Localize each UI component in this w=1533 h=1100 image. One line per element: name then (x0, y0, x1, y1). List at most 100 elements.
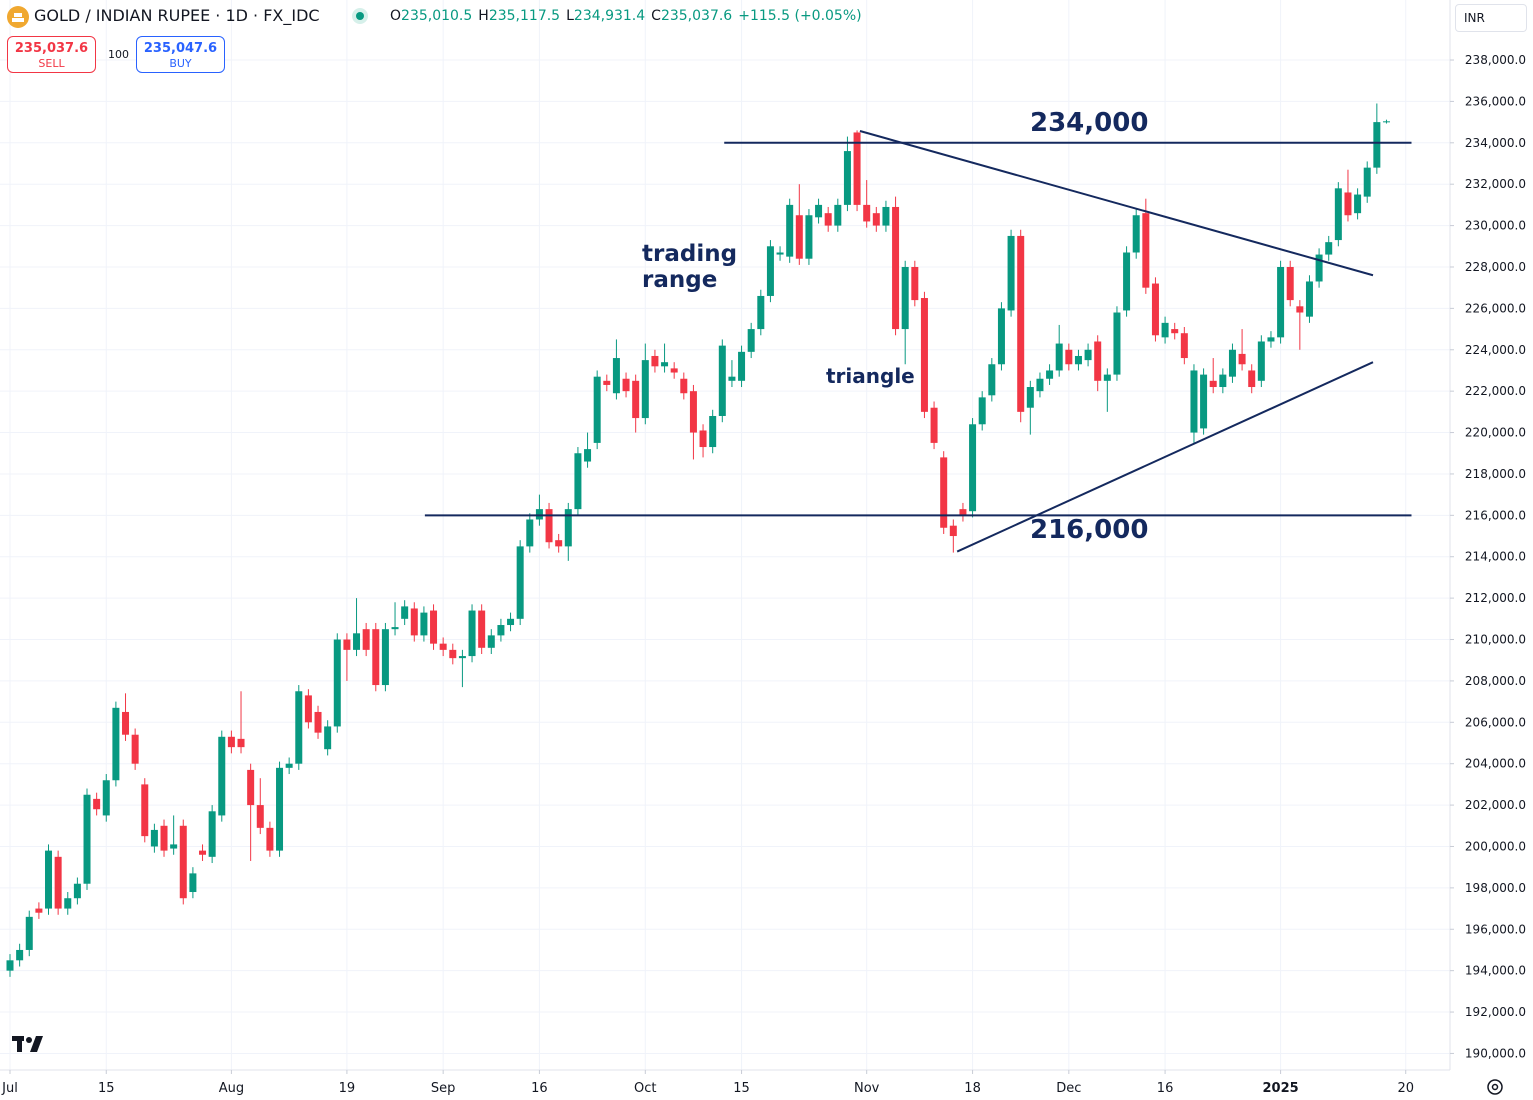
candle-body (266, 827, 274, 851)
candle-body (1200, 374, 1208, 429)
candle-body (815, 204, 823, 218)
candle-body (872, 213, 880, 226)
candle-body (969, 424, 977, 512)
candle-body (1248, 370, 1256, 388)
candle-body (497, 625, 505, 636)
annotation: 234,000 (1030, 108, 1149, 138)
settings-icon[interactable] (1487, 1079, 1503, 1095)
candle-body (362, 629, 370, 650)
y-tick-label: 208,000.0 (1465, 674, 1526, 688)
candle-body (1315, 254, 1323, 282)
candle-body (824, 213, 832, 226)
candle-body (1132, 215, 1140, 253)
candle-body (478, 610, 486, 648)
y-tick-label: 200,000.0 (1465, 839, 1526, 853)
candle-body (1296, 306, 1304, 313)
candle-body (1382, 121, 1390, 123)
ohlc-value: 234,931.4 (573, 8, 646, 24)
candle-body (738, 351, 746, 381)
y-tick-label: 226,000.0 (1465, 301, 1526, 315)
candle-body (901, 266, 909, 330)
y-tick-label: 228,000.0 (1465, 260, 1526, 274)
sell-button[interactable]: 235,037.6 SELL (7, 36, 96, 73)
candle-body (1219, 374, 1227, 388)
candle-body (1325, 242, 1333, 255)
candle-body (709, 415, 717, 448)
candle-body (1334, 188, 1342, 241)
candle-body (526, 519, 534, 547)
candle-body (641, 360, 649, 419)
candle-body (1228, 349, 1236, 377)
candle-body (227, 736, 235, 748)
sell-label: SELL (38, 57, 65, 70)
x-tick-label: Sep (431, 1081, 456, 1096)
candle-body (237, 738, 245, 748)
y-tick-label: 232,000.0 (1465, 177, 1526, 191)
y-tick-label: 224,000.0 (1465, 343, 1526, 357)
candle-body (1354, 194, 1362, 214)
y-tick-label: 230,000.0 (1465, 219, 1526, 233)
candle-body (141, 784, 149, 837)
candle-body (381, 629, 389, 686)
ohlc-label: H (478, 8, 489, 24)
y-tick-label: 234,000.0 (1465, 136, 1526, 150)
buy-label: BUY (169, 57, 192, 70)
candle-body (805, 215, 813, 259)
currency: INR (1464, 11, 1485, 25)
candle-body (1074, 355, 1082, 365)
candle-body (1305, 281, 1313, 317)
candle-body (622, 378, 630, 392)
candle-body (83, 794, 91, 884)
y-tick-label: 238,000.0 (1465, 53, 1526, 67)
candle-body (988, 364, 996, 396)
candle-body (603, 380, 611, 385)
candle-body (208, 811, 216, 857)
ohlc: O235,010.5 H235,117.5 L234,931.4 C235,037.6… (390, 8, 862, 24)
candle-body (131, 734, 139, 764)
buy-price: 235,047.6 (143, 41, 218, 56)
candle-body (843, 151, 851, 205)
candle-body (1344, 192, 1352, 216)
candle-body (632, 380, 640, 419)
candle-body (661, 362, 669, 367)
candle-body (420, 612, 428, 636)
candle-body (680, 378, 688, 394)
candle-body (718, 345, 726, 416)
candle-body (189, 873, 197, 893)
candle-body (949, 525, 957, 537)
y-tick-label: 210,000.0 (1465, 633, 1526, 647)
candle-body (940, 457, 948, 528)
y-tick-label: 236,000.0 (1465, 94, 1526, 108)
x-tick-label: 20 (1397, 1081, 1414, 1096)
annotation: trading range (642, 241, 738, 293)
candle-body (1007, 235, 1015, 311)
x-tick-label: 18 (964, 1081, 981, 1096)
candle-body (1171, 329, 1179, 334)
candle-body (401, 606, 409, 619)
candle-body (584, 449, 592, 462)
candle-body (64, 898, 72, 909)
buy-button[interactable]: 235,047.6 BUY (136, 36, 225, 73)
candle-body (1065, 349, 1073, 365)
candle-body (1123, 252, 1131, 311)
candle-body (1142, 213, 1150, 288)
y-tick-label: 216,000.0 (1465, 508, 1526, 522)
candle-body (1026, 387, 1034, 408)
candle-body (1103, 374, 1111, 381)
candle-body (535, 509, 543, 520)
candle-body (170, 844, 178, 849)
y-tick-label: 212,000.0 (1465, 591, 1526, 605)
candle-body (295, 691, 303, 764)
candle-body (892, 206, 900, 330)
candle-body (786, 204, 794, 257)
y-tick-label: 190,000.0 (1465, 1046, 1526, 1060)
candle-body (247, 769, 255, 806)
candle-body (853, 132, 861, 205)
candle-body (304, 695, 312, 723)
currency-select[interactable]: INR (1455, 4, 1527, 32)
candle-body (199, 850, 207, 855)
quantity: 100 (108, 48, 129, 61)
candle-body (112, 707, 120, 781)
ohlc-value: 235,117.5 (488, 8, 561, 24)
